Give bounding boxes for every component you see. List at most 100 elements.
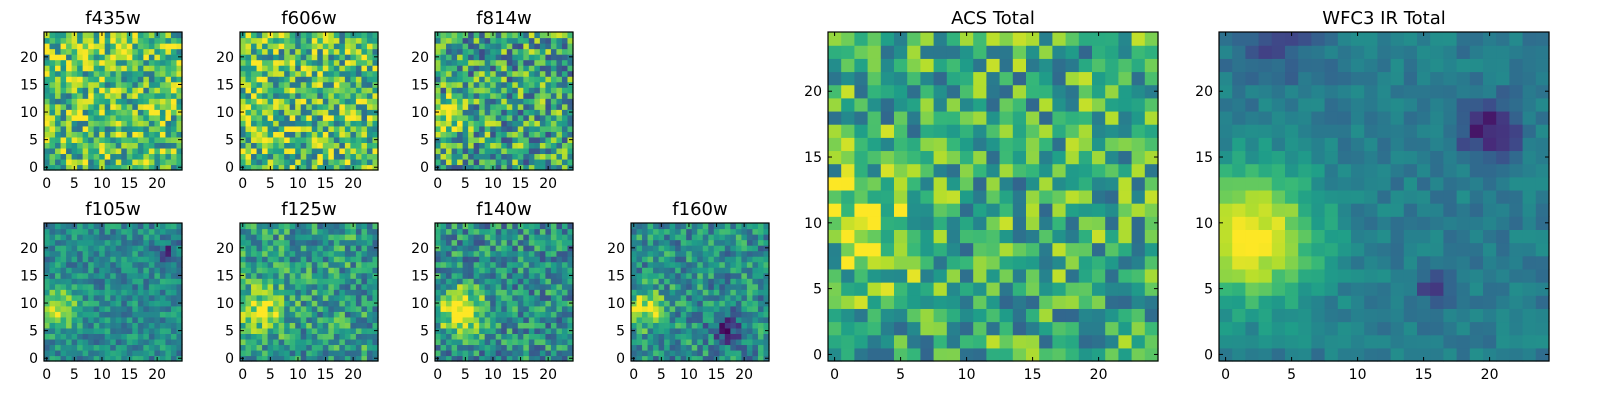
heatmap-cell [501,98,508,105]
heatmap-cell [468,272,475,279]
heatmap-cell [556,109,563,116]
heatmap-cell [104,37,111,44]
heatmap-cell [132,43,139,50]
heatmap-cell [339,131,346,138]
heatmap-cell [99,289,106,296]
heatmap-cell [251,338,258,346]
heatmap-cell [960,150,974,165]
heatmap-cell [55,267,62,274]
heatmap-cell [528,349,535,357]
heatmap-cell [462,294,469,301]
heatmap-cell [462,305,469,312]
heatmap-cell [93,103,100,110]
heatmap-cell [176,76,183,83]
heatmap-cell [556,153,563,160]
heatmap-cell [545,98,552,105]
heatmap-cell [517,300,524,307]
heatmap-cell [104,131,111,138]
heatmap-cell [355,158,363,166]
heatmap-cell [350,311,357,318]
heatmap-cell [71,294,78,301]
heatmap-cell [66,153,73,160]
heatmap-cell [104,256,111,263]
heatmap-cell [44,103,51,110]
heatmap-cell [653,338,660,346]
heatmap-cell [333,65,340,72]
heatmap-cell [300,114,307,121]
heatmap-cell [1065,347,1080,362]
heatmap-cell [440,81,447,88]
heatmap-cell [328,294,335,301]
heatmap-cell [278,234,285,241]
heatmap-cell [567,250,574,257]
heatmap-cell [49,131,56,138]
heatmap-cell [933,216,948,230]
heatmap-cell [154,103,161,110]
heatmap-cell [60,76,67,83]
heatmap-cell [289,322,296,329]
heatmap-cell [284,103,291,110]
heatmap-cell [339,70,346,77]
heatmap-cell [490,158,497,166]
heatmap-cell [1026,216,1040,230]
heatmap-cell [159,76,167,83]
heatmap-cell [1026,189,1040,204]
heatmap-cell [691,283,698,290]
heatmap-cell [159,333,167,340]
heatmap-cell [730,327,737,334]
heatmap-cell [366,54,374,61]
heatmap-cell [735,228,742,235]
heatmap-cell [344,305,351,312]
heatmap-cell [350,272,357,279]
heatmap-cell [920,268,935,283]
heatmap-cell [841,321,855,336]
heatmap-cell [126,272,133,279]
heatmap-cell [273,322,280,329]
heatmap-cell [763,338,770,346]
heatmap-cell [523,250,530,257]
heatmap-cell [647,344,654,351]
heatmap-cell [333,109,340,116]
heatmap-cell [534,59,541,66]
heatmap-cell [295,92,302,99]
heatmap-cell [1105,203,1119,217]
heatmap-cell [333,316,340,323]
heatmap-cell [77,338,84,346]
heatmap-cell [372,333,379,340]
heatmap-cell [473,81,480,88]
heatmap-cell [115,103,122,110]
heatmap-cell [55,131,62,138]
heatmap-cell [647,316,654,323]
heatmap-cell [561,245,569,252]
x-tick-label: 0 [629,367,638,383]
heatmap-cell [60,294,67,301]
heatmap-cell [669,322,676,329]
heatmap-cell [550,261,558,268]
heatmap-cell [148,239,155,246]
heatmap-cell [440,327,447,334]
heatmap-cell [1026,242,1040,257]
heatmap-cell [361,81,368,88]
heatmap-cell [267,250,274,257]
heatmap-cell [642,261,649,268]
heatmap-cell [132,250,139,257]
heatmap-cell [82,283,89,290]
heatmap-cell [121,37,128,44]
heatmap-cell [534,125,541,132]
y-tick-label: 15 [411,268,429,284]
heatmap-cell [88,48,95,55]
heatmap-cell [115,153,122,160]
heatmap-cell [82,250,89,257]
y-tick-label: 0 [225,351,234,367]
heatmap-cell [143,245,150,252]
heatmap-cell [653,250,660,257]
heatmap-cell [999,268,1014,283]
heatmap-cell [273,147,280,155]
heatmap-cell [361,261,368,268]
heatmap-cell [675,327,682,334]
heatmap-cell [300,327,307,334]
heatmap-cell [284,261,291,268]
heatmap-cell [121,98,128,105]
heatmap-cell [446,164,453,171]
heatmap-cell [880,150,895,165]
